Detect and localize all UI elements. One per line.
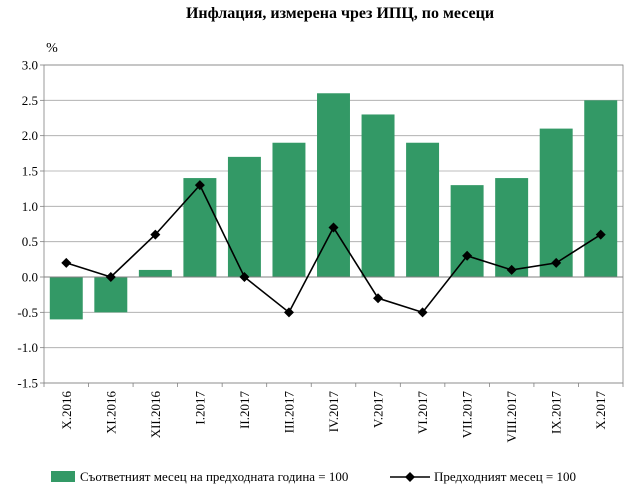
x-tick-label: IV.2017 — [326, 391, 341, 433]
bar — [272, 142, 306, 277]
y-tick-label: -1.5 — [17, 376, 38, 391]
x-tick-label: XII.2016 — [148, 391, 163, 439]
legend-label-line: Предходният месец = 100 — [434, 469, 576, 484]
legend-label-bars: Съответният месец на предходната година … — [80, 469, 348, 484]
x-tick-label: V.2017 — [371, 391, 386, 428]
x-tick-label: VI.2017 — [415, 391, 430, 434]
y-tick-label: 0.5 — [22, 234, 38, 249]
line-point — [506, 264, 517, 275]
bar — [539, 128, 573, 277]
line-point — [239, 272, 250, 282]
line-point — [194, 180, 205, 191]
line-point — [150, 229, 161, 240]
bar — [406, 142, 440, 277]
line-point — [373, 293, 384, 304]
bar — [183, 178, 217, 277]
line-point — [462, 250, 473, 261]
x-tick-label: XI.2016 — [103, 391, 118, 434]
bar — [584, 100, 618, 277]
x-tick-label: III.2017 — [281, 391, 296, 434]
line-point — [61, 257, 72, 268]
x-tick-label: VII.2017 — [460, 391, 475, 439]
line-point — [595, 229, 606, 240]
plot-area: 3.0 2.5 2.0 1.5 1.0 0.5 0.0 -0.5 -1.0 -1.5 X.2016 X… — [17, 58, 624, 443]
x-tick-label: X.2017 — [593, 391, 608, 430]
y-tick-label: 3.0 — [22, 58, 38, 73]
y-tick-label: 0.0 — [22, 270, 38, 285]
plot-border — [43, 64, 624, 384]
x-tick-label: I.2017 — [192, 391, 207, 425]
line-point — [417, 307, 428, 318]
legend-swatch-marker — [405, 472, 415, 482]
line-point — [283, 307, 294, 318]
bar — [227, 156, 261, 277]
bar — [450, 185, 484, 277]
bar — [495, 178, 529, 277]
line-point — [328, 222, 339, 233]
bar — [94, 277, 128, 313]
line-point — [551, 257, 562, 268]
y-tick-label: 2.0 — [22, 128, 38, 143]
y-tick-label: -1.0 — [17, 340, 38, 355]
bar — [49, 277, 83, 320]
y-tick-label: -0.5 — [17, 305, 38, 320]
y-tick-label: 2.5 — [22, 93, 38, 108]
y-axis-unit-label: % — [46, 41, 58, 56]
x-tick-label: X.2016 — [59, 391, 74, 430]
line-point — [105, 272, 116, 282]
chart-title: Инфлация, измерена чрез ИПЦ, по месеци — [186, 5, 494, 22]
y-tick-label: 1.0 — [22, 199, 38, 214]
x-tick-label: VIII.2017 — [504, 391, 519, 443]
x-tick-label: II.2017 — [237, 391, 252, 429]
bar — [361, 114, 395, 277]
y-tick-label: 1.5 — [22, 164, 38, 179]
x-tick-label: IX.2017 — [549, 391, 564, 434]
legend: Съответният месец на предходната година … — [51, 469, 576, 484]
bar — [138, 269, 172, 277]
legend-swatch-bars — [51, 471, 75, 482]
